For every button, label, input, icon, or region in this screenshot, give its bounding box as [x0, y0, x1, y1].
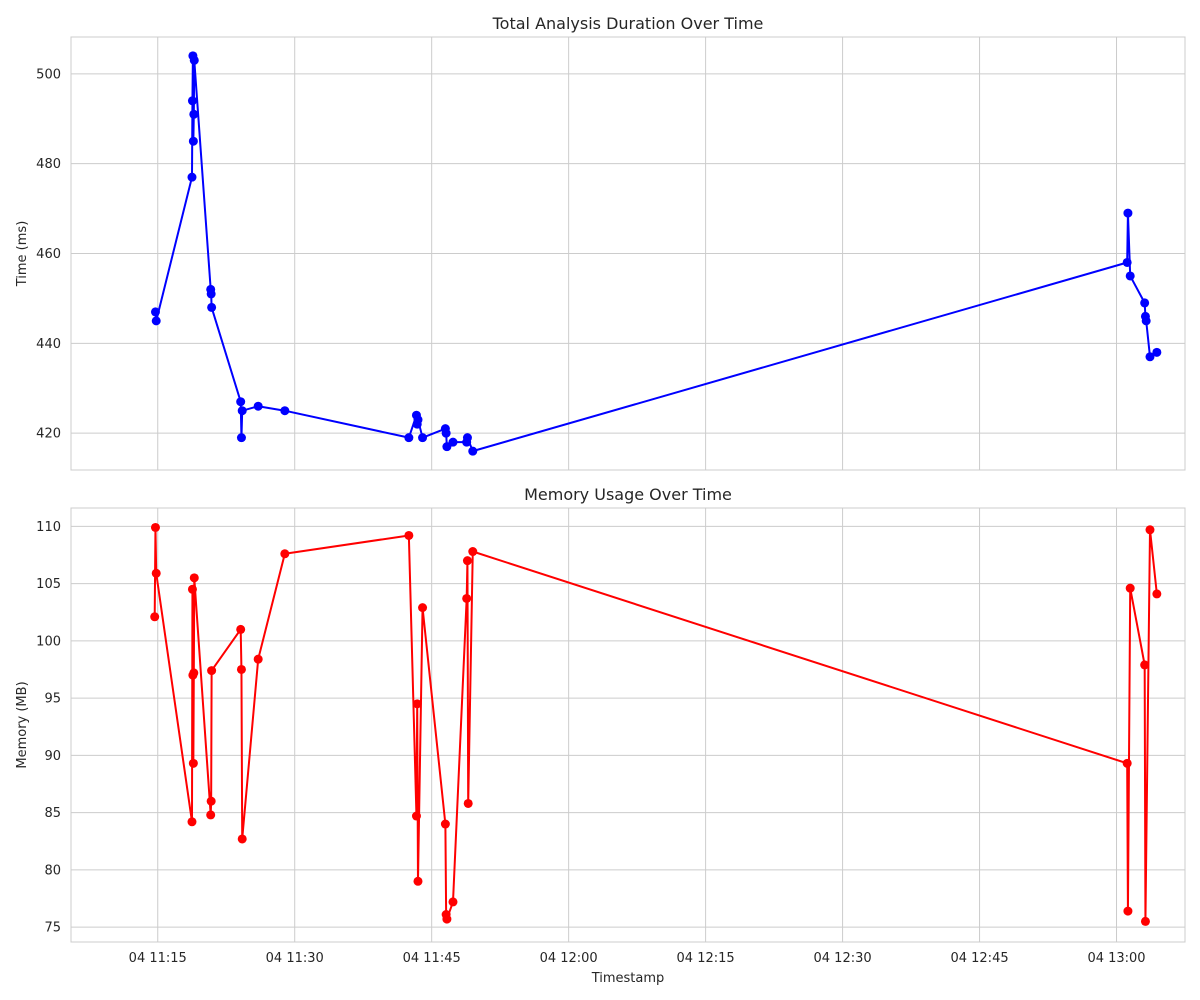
memory-x-tick-label: 04 13:00 — [1087, 951, 1145, 966]
memory-chart-panel: 04 11:15 04 11:30 04 11:45 04 12:00 04 12:15… — [15, 485, 1186, 986]
memory-data-point — [463, 798, 473, 808]
memory-data-point — [1140, 916, 1150, 926]
memory-data-point — [187, 584, 197, 594]
duration-y-tick-label: 440 — [36, 337, 61, 352]
memory-y-tick-label: 75 — [44, 921, 61, 936]
memory-data-point — [237, 834, 247, 844]
duration-y-tick-label: 420 — [36, 427, 61, 442]
memory-data-point — [150, 612, 160, 622]
memory-data-point — [188, 758, 198, 768]
memory-data-point — [150, 522, 160, 532]
duration-y-tick-label: 500 — [36, 67, 61, 82]
memory-data-point — [442, 914, 452, 924]
memory-data-point — [1145, 525, 1155, 535]
memory-y-tick-label: 80 — [44, 863, 61, 878]
duration-data-point — [462, 433, 472, 443]
duration-data-point — [1140, 298, 1150, 308]
duration-data-point — [413, 415, 423, 425]
memory-y-tick-label: 110 — [36, 520, 61, 535]
memory-data-point — [207, 666, 217, 676]
memory-data-point — [412, 699, 422, 709]
memory-x-tick-label: 04 12:45 — [950, 951, 1008, 966]
memory-data-point — [1140, 660, 1150, 670]
duration-y-tick-label: 480 — [36, 157, 61, 172]
memory-data-point — [1152, 589, 1162, 599]
duration-data-point — [236, 397, 246, 407]
memory-x-tick-label: 04 12:00 — [540, 951, 598, 966]
duration-data-point — [236, 433, 246, 443]
duration-data-point — [189, 109, 199, 119]
memory-x-tick-label: 04 11:15 — [129, 951, 187, 966]
memory-data-point — [440, 819, 450, 829]
memory-data-point — [413, 876, 423, 886]
memory-data-point — [448, 897, 458, 907]
memory-data-point — [151, 568, 161, 578]
memory-plot-area — [70, 507, 1186, 943]
duration-data-point — [253, 401, 263, 411]
duration-data-point — [237, 406, 247, 416]
memory-data-point — [468, 547, 478, 557]
duration-data-point — [1123, 208, 1133, 218]
memory-data-point — [462, 556, 472, 566]
memory-data-point — [1125, 583, 1135, 593]
memory-y-tick-label: 95 — [44, 692, 61, 707]
duration-y-axis-label: Time (ms) — [15, 221, 30, 288]
memory-x-tick-label: 04 12:30 — [814, 951, 872, 966]
duration-data-point — [1125, 271, 1135, 281]
memory-data-point — [189, 668, 199, 678]
memory-data-point — [1122, 758, 1132, 768]
memory-x-tick-label: 04 11:30 — [266, 951, 324, 966]
duration-data-point — [207, 302, 217, 312]
memory-x-tick-label: 04 11:45 — [403, 951, 461, 966]
memory-data-point — [189, 573, 199, 583]
memory-data-point — [206, 810, 216, 820]
duration-data-point — [150, 307, 160, 317]
duration-chart-panel: 420 440 460 480 500 Total Analysis Duration O… — [15, 14, 1186, 471]
memory-y-tick-label: 105 — [36, 577, 61, 592]
duration-chart-title: Total Analysis Duration Over Time — [492, 14, 764, 33]
memory-data-point — [187, 817, 197, 827]
duration-data-point — [187, 96, 197, 106]
duration-data-point — [468, 446, 478, 456]
memory-chart-title: Memory Usage Over Time — [524, 485, 732, 504]
duration-data-point — [418, 433, 428, 443]
duration-data-point — [1141, 316, 1151, 326]
memory-data-point — [280, 549, 290, 559]
memory-data-point — [236, 664, 246, 674]
memory-data-point — [236, 624, 246, 634]
duration-data-point — [280, 406, 290, 416]
memory-y-tick-label: 90 — [44, 749, 61, 764]
memory-y-axis-label: Memory (MB) — [15, 681, 30, 768]
duration-data-point — [441, 428, 451, 438]
duration-data-point — [206, 289, 216, 299]
memory-y-tick-label: 85 — [44, 806, 61, 821]
duration-data-point — [189, 55, 199, 65]
memory-data-point — [411, 811, 421, 821]
memory-data-point — [418, 603, 428, 613]
memory-data-point — [1123, 906, 1133, 916]
duration-data-point — [448, 437, 458, 447]
memory-data-point — [253, 654, 263, 664]
duration-data-point — [1152, 347, 1162, 357]
memory-x-tick-label: 04 12:15 — [677, 951, 735, 966]
duration-data-point — [1122, 257, 1132, 267]
memory-data-point — [462, 593, 472, 603]
duration-data-point — [404, 433, 414, 443]
memory-data-point — [206, 796, 216, 806]
memory-x-axis-label: Timestamp — [591, 971, 665, 986]
duration-y-tick-label: 460 — [36, 247, 61, 262]
duration-data-point — [1145, 352, 1155, 362]
duration-data-point — [187, 172, 197, 182]
duration-data-point — [151, 316, 161, 326]
duration-data-point — [188, 136, 198, 146]
memory-y-tick-label: 100 — [36, 634, 61, 649]
memory-data-point — [404, 530, 414, 540]
